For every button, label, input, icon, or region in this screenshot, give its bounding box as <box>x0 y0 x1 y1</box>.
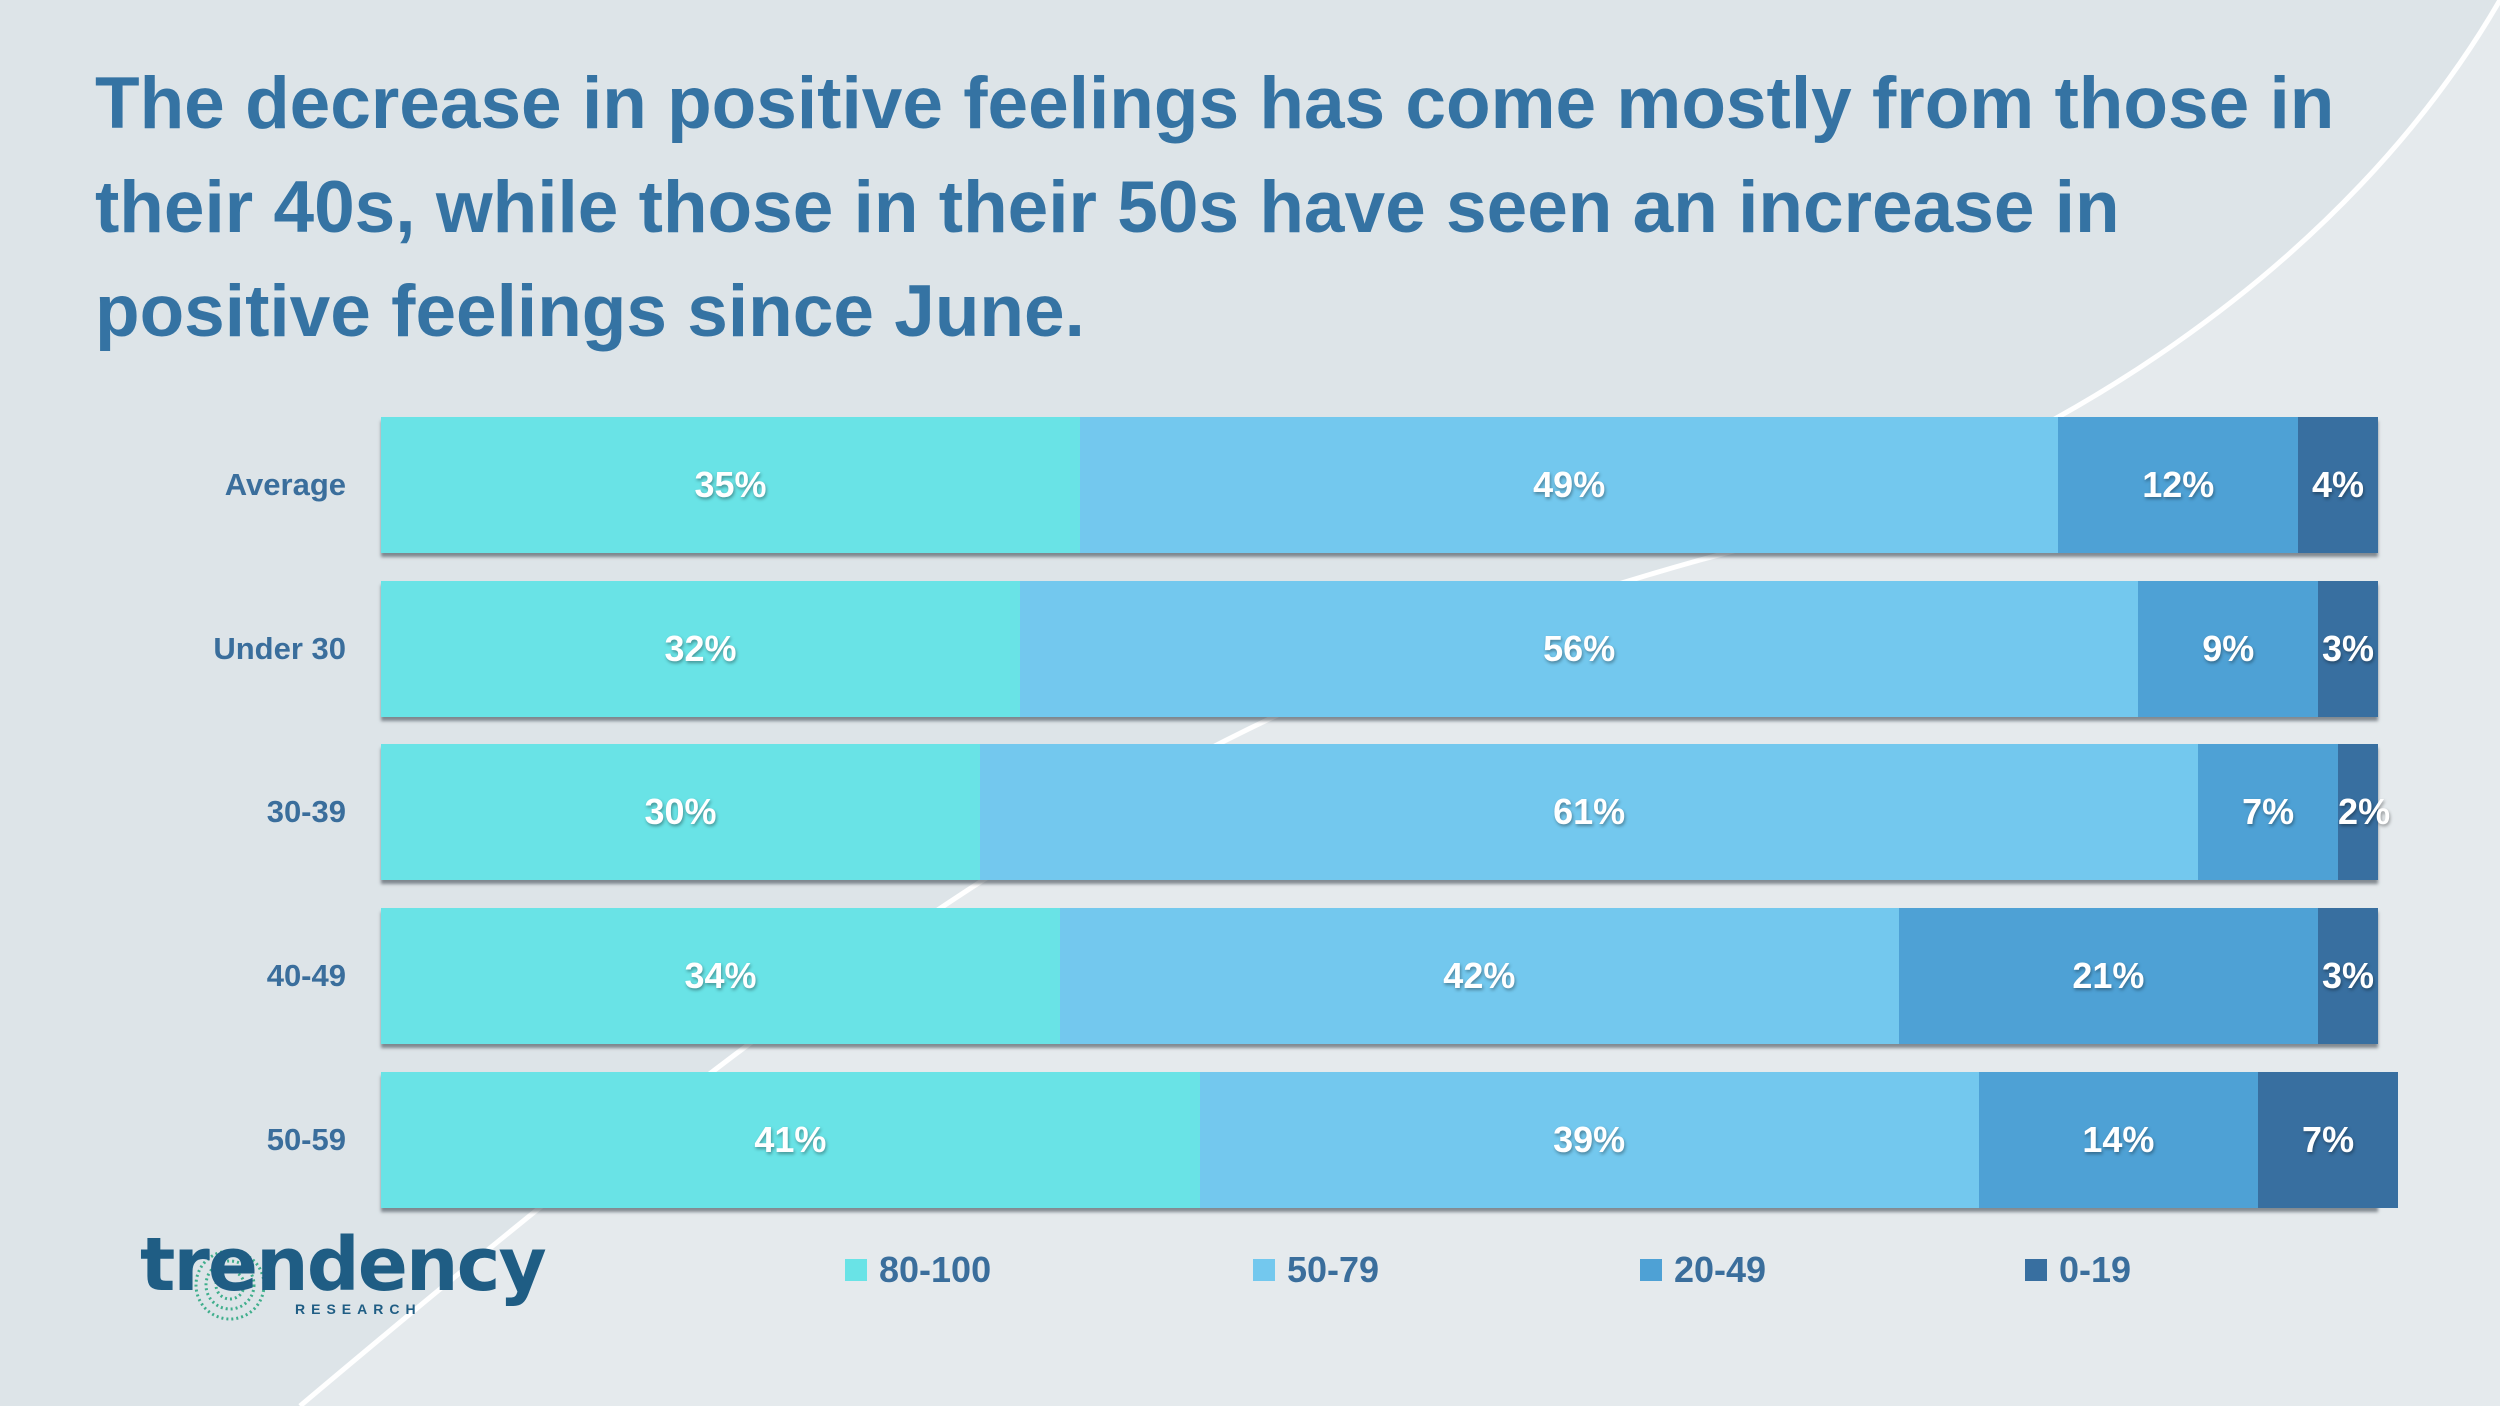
bar-row: 32% 56% 9% 3% <box>381 581 2378 717</box>
data-label: 61% <box>1553 791 1626 832</box>
data-label: 9% <box>2202 628 2255 669</box>
data-label: 41% <box>754 1119 827 1160</box>
legend-label: 0-19 <box>2059 1249 2132 1290</box>
bar-segment <box>381 581 1021 717</box>
data-label: 56% <box>1543 628 1616 669</box>
legend-item: 20-49 <box>1640 1245 1766 1295</box>
category-label: Under 30 <box>213 631 346 666</box>
legend-label: 50-79 <box>1287 1249 1380 1290</box>
bar-segment <box>381 908 1060 1044</box>
bar-segment <box>1199 1072 1979 1208</box>
bar-segment <box>2318 581 2378 717</box>
category-label: 40-49 <box>266 958 346 993</box>
data-label: 32% <box>664 628 737 669</box>
bar-segment <box>381 417 1080 553</box>
bar-row: 41% 39% 14% 7% <box>381 1072 2398 1208</box>
logo-globe-icon <box>194 1249 266 1321</box>
data-label: 21% <box>2072 955 2145 996</box>
bar-segment <box>2318 908 2378 1044</box>
bar-segment <box>2298 417 2378 553</box>
data-label: 34% <box>684 955 757 996</box>
legend-label: 80-100 <box>879 1249 992 1290</box>
bar-row: 35% 49% 12% 4% <box>381 417 2378 553</box>
data-label: 49% <box>1533 464 1606 505</box>
bar-segment <box>381 744 981 880</box>
bar-row: 34% 42% 21% 3% <box>381 908 2378 1044</box>
bar-segment <box>1059 908 1899 1044</box>
legend-swatch <box>1640 1259 1662 1281</box>
chart-legend: 80-100 50-79 20-49 0-19 <box>0 1245 2500 1295</box>
data-label: 42% <box>1443 955 1516 996</box>
data-label: 4% <box>2312 464 2365 505</box>
data-label: 3% <box>2322 955 2375 996</box>
page-title: The decrease in positive feelings has co… <box>95 63 2335 352</box>
category-label: Average <box>224 467 346 502</box>
data-label: 30% <box>644 791 717 832</box>
data-label: 14% <box>2082 1119 2155 1160</box>
data-label: 7% <box>2302 1119 2355 1160</box>
data-label: 7% <box>2242 791 2295 832</box>
trendency-logo: trendency RESEARCH <box>140 1225 547 1321</box>
bar-segment <box>1079 417 2059 553</box>
category-label: 50-59 <box>266 1122 346 1157</box>
bar-segment <box>1898 908 2319 1044</box>
bar-segment <box>2338 744 2378 880</box>
bar-segment <box>1020 581 2139 717</box>
legend-item: 50-79 <box>1253 1245 1379 1295</box>
bar-segment <box>2058 417 2299 553</box>
bar-row: 30% 61% 7% 2% <box>381 744 2391 880</box>
legend-item: 0-19 <box>2025 1245 2131 1295</box>
logo-wordmark: trendency <box>140 1222 547 1308</box>
logo-subtitle: RESEARCH <box>295 1301 422 1317</box>
data-label: 39% <box>1553 1119 1626 1160</box>
legend-swatch <box>1253 1259 1275 1281</box>
bar-segment <box>980 744 2199 880</box>
legend-label: 20-49 <box>1674 1249 1767 1290</box>
bar-segment <box>2138 581 2319 717</box>
legend-item: 80-100 <box>845 1245 991 1295</box>
bar-segment <box>1978 1072 2259 1208</box>
bar-segment <box>2258 1072 2398 1208</box>
category-label: 30-39 <box>266 794 346 829</box>
legend-swatch <box>2025 1259 2047 1281</box>
data-label: 2% <box>2338 791 2391 832</box>
data-label: 3% <box>2322 628 2375 669</box>
data-label: 12% <box>2142 464 2215 505</box>
bar-segment <box>381 1072 1200 1208</box>
bar-segment <box>2198 744 2339 880</box>
legend-swatch <box>845 1259 867 1281</box>
data-label: 35% <box>694 464 767 505</box>
